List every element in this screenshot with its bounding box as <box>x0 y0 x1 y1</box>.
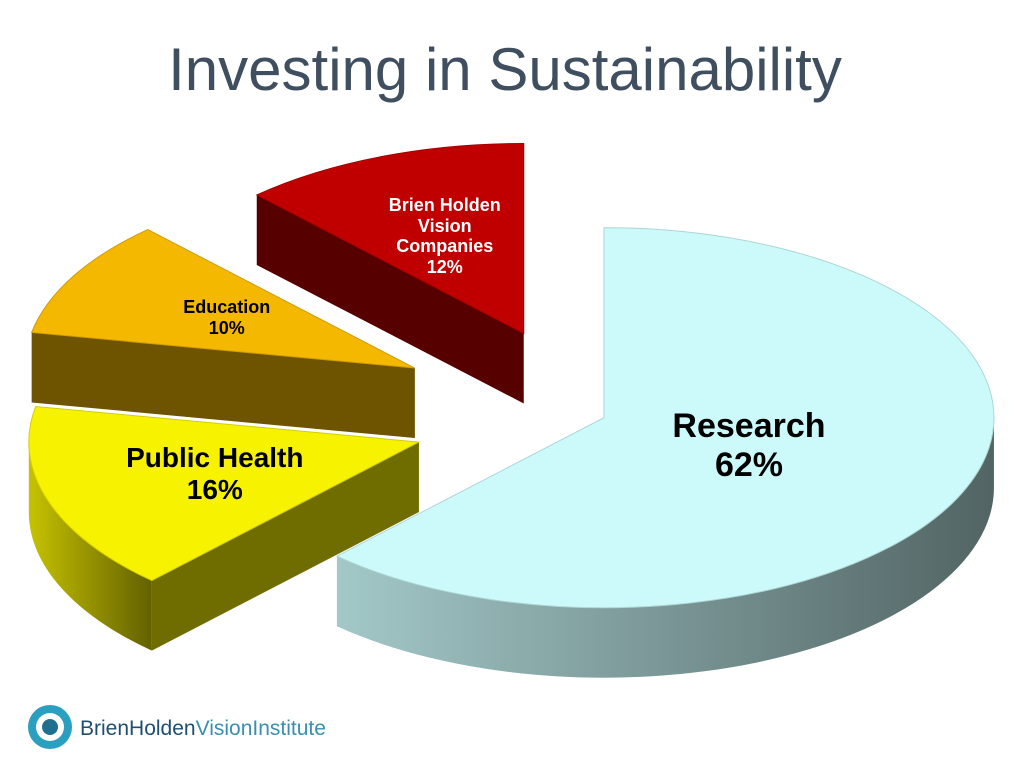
chart-title: Investing in Sustainability <box>168 36 842 103</box>
slice-wall <box>31 332 415 439</box>
label-value: 12% <box>426 256 463 277</box>
slice-side <box>336 417 994 678</box>
slice-top <box>30 228 415 369</box>
label-category: Education <box>183 297 271 318</box>
label-value: 62% <box>714 445 784 484</box>
slice-top <box>335 227 995 609</box>
logo-bold: BrienHolden <box>80 717 196 740</box>
label-category: Brien Holden Vision Companies <box>388 194 501 257</box>
label-value: 16% <box>186 474 243 506</box>
logo-light: VisionInstitute <box>196 717 326 740</box>
slice-side <box>28 442 152 651</box>
logo: BrienHoldenVisionInstitute <box>28 705 326 749</box>
slice-top <box>255 142 525 335</box>
label-category: Public Health <box>126 442 304 474</box>
logo-icon <box>42 719 58 735</box>
slice-top <box>28 405 421 582</box>
slice-wall <box>256 194 524 404</box>
label-category: Research <box>672 406 826 445</box>
logo-text: BrienHoldenVisionInstitute <box>80 717 326 740</box>
label-value: 10% <box>208 317 245 338</box>
